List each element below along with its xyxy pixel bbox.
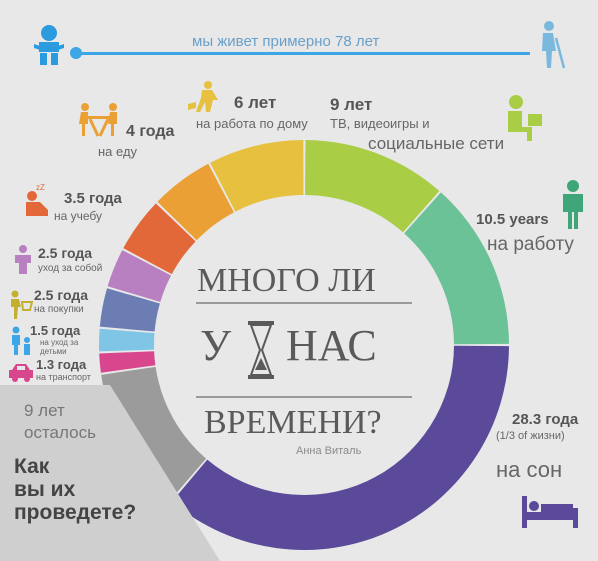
study-amount: 3.5 года: [64, 190, 122, 207]
food-amount: 4 года: [126, 123, 175, 140]
donut-slice-care: [107, 250, 172, 302]
sleepy-student-icon: zZ: [26, 183, 48, 216]
donut-slice-food: [157, 163, 234, 241]
donut-slice-tv: [305, 140, 440, 233]
food-activity: на еду: [98, 144, 138, 159]
bed-icon: [522, 496, 578, 528]
title-rule-top: [196, 302, 412, 304]
author: Анна Виталь: [296, 445, 362, 457]
donut-slice-kids: [99, 328, 155, 352]
office-worker-icon: [563, 180, 583, 229]
parent-child-icon: [12, 326, 30, 355]
sleep-amount: 28.3 года: [512, 411, 579, 428]
svg-text:zZ: zZ: [36, 183, 45, 192]
hourglass-icon: [248, 321, 274, 379]
care-activity: уход за собой: [38, 263, 103, 274]
computer-user-icon: [508, 95, 542, 141]
shop-activity: на покупки: [34, 304, 84, 315]
sleep-note: (1/3 of жизни): [496, 430, 565, 442]
kids-activity-a: на уход за: [40, 338, 79, 347]
work-activity: на работу: [487, 234, 574, 255]
donut-slice-study: [123, 203, 196, 275]
sleep-activity: на сон: [496, 457, 563, 482]
kids-amount: 1.5 года: [30, 323, 81, 338]
cleaning-icon: [188, 81, 218, 112]
transport-activity: на транспорт: [36, 372, 91, 382]
title-line-2-right: НАС: [286, 321, 377, 370]
dining-icon: [79, 103, 117, 137]
transport-amount: 1.3 года: [36, 357, 87, 372]
house-amount: 6 лет: [234, 93, 277, 112]
kids-activity-b: детьми: [40, 347, 67, 356]
donut-slice-work: [404, 192, 509, 345]
remaining-label: осталось: [24, 423, 96, 442]
question-line-3: проведете?: [14, 501, 137, 524]
study-activity: на учебу: [54, 209, 103, 223]
tv-activity-b: социальные сети: [368, 134, 505, 153]
lifespan-start-dot: [70, 47, 82, 59]
lifespan-line: [74, 52, 530, 55]
shopping-icon: [11, 290, 34, 319]
toilet-icon: [15, 245, 31, 274]
question-line-1: Как: [14, 455, 50, 478]
question-wedge: [0, 385, 220, 561]
title-line-1: МНОГО ЛИ: [197, 262, 376, 299]
donut-slice-transport: [99, 351, 156, 373]
remaining-amount: 9 лет: [24, 401, 65, 420]
shop-amount: 2.5 года: [34, 287, 89, 303]
title-rule-bottom: [196, 396, 412, 398]
title-line-2-left: У: [200, 321, 232, 370]
donut-slice-remaining: [101, 366, 207, 501]
work-amount: 10.5 years: [476, 211, 549, 228]
title-line-3: ВРЕМЕНИ?: [204, 404, 382, 441]
car-icon: [9, 364, 33, 382]
donut-slice-house: [210, 140, 304, 212]
question-line-2: вы их: [14, 478, 76, 501]
baby-icon: [34, 25, 64, 65]
elderly-person-icon: [542, 21, 566, 69]
donut-slice-sleep: [171, 345, 509, 550]
house-activity: на работа по дому: [196, 116, 308, 131]
donut-slice-shop: [99, 288, 160, 332]
tv-amount: 9 лет: [330, 95, 373, 114]
tv-activity-a: ТВ, видеоигры и: [330, 116, 430, 131]
care-amount: 2.5 года: [38, 245, 93, 261]
lifespan-text: мы живет примерно 78 лет: [186, 34, 386, 50]
